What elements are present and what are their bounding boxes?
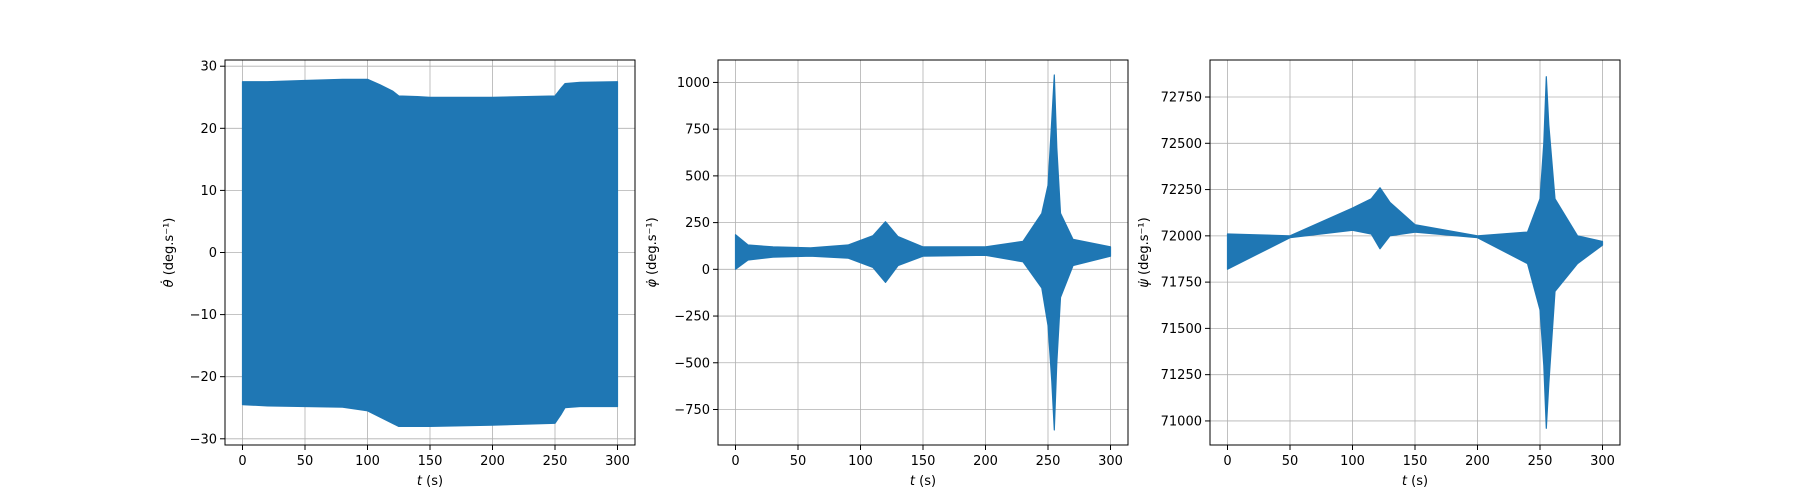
x-axis-variable: t (910, 474, 916, 489)
y-tick-label: 71500 (1161, 322, 1202, 337)
subplot-1: 0 50 100 150 200 250 300 −30 −20 −10 0 10 20 30 t (s) θ… (161, 59, 636, 489)
y-tick-label: 72000 (1161, 229, 1202, 244)
y-tick-label: 10 (200, 184, 217, 199)
y-axis-label: ψ̇ (deg.s⁻¹) (1137, 217, 1152, 287)
y-axis-variable: φ̇ (645, 279, 660, 288)
y-tick-label: 72500 (1161, 137, 1202, 152)
series-envelope (241, 78, 619, 427)
x-axis-unit: (s) (1407, 474, 1428, 489)
y-tick-label: 500 (685, 169, 710, 184)
y-tick-label: 30 (200, 60, 217, 75)
y-axis-label: φ̇ (deg.s⁻¹) (645, 217, 660, 287)
x-tick-label: 0 (238, 454, 246, 469)
x-axis-variable: t (417, 474, 423, 489)
y-tick-label: −10 (190, 308, 217, 323)
series-envelope (1226, 76, 1604, 429)
x-axis-label: t (s) (417, 474, 443, 489)
series-envelope (734, 74, 1112, 431)
y-axis-unit: (deg.s⁻¹) (645, 217, 660, 279)
x-tick-label: 150 (1403, 454, 1428, 469)
x-tick-label: 100 (848, 454, 873, 469)
subplot-2: 0 50 100 150 200 250 300 −750 −500 −250 0 250 500 750… (645, 59, 1129, 489)
y-tick-label: 0 (702, 263, 710, 278)
x-tick-label: 50 (1282, 454, 1299, 469)
x-tick-label: 250 (543, 454, 568, 469)
y-tick-label: −30 (190, 432, 217, 447)
x-tick-label: 200 (973, 454, 998, 469)
x-tick-label: 300 (605, 454, 630, 469)
x-tick-label: 200 (1465, 454, 1490, 469)
x-axis-unit: (s) (422, 474, 443, 489)
subplot-3: 0 50 100 150 200 250 300 71000 71250 71500 71750 72… (1137, 59, 1621, 489)
y-tick-label: 72250 (1161, 183, 1202, 198)
x-tick-label: 100 (1340, 454, 1365, 469)
x-tick-label: 50 (790, 454, 807, 469)
y-tick-label: −250 (674, 310, 710, 325)
x-tick-label: 50 (297, 454, 314, 469)
x-tick-label: 0 (1223, 454, 1231, 469)
y-axis-variable: ψ̇ (1137, 279, 1152, 288)
x-axis-variable: t (1402, 474, 1408, 489)
y-tick-label: 71250 (1161, 368, 1202, 383)
y-tick-label: 20 (200, 122, 217, 137)
y-tick-label: −20 (190, 370, 217, 385)
x-tick-label: 0 (731, 454, 739, 469)
y-tick-label: −750 (674, 403, 710, 418)
x-axis-label: t (s) (1402, 474, 1428, 489)
y-axis-variable: θ̇ (161, 279, 177, 287)
x-tick-label: 200 (480, 454, 505, 469)
y-axis-unit: (deg.s⁻¹) (1137, 217, 1152, 279)
y-tick-label: −500 (674, 356, 710, 371)
y-tick-label: 250 (685, 216, 710, 231)
y-tick-label: 1000 (677, 76, 710, 91)
y-tick-label: 72750 (1161, 91, 1202, 106)
x-tick-label: 250 (1528, 454, 1553, 469)
x-tick-label: 300 (1098, 454, 1123, 469)
y-tick-label: 0 (209, 246, 217, 261)
x-tick-label: 300 (1590, 454, 1615, 469)
y-axis-unit: (deg.s⁻¹) (162, 218, 177, 280)
x-tick-label: 250 (1036, 454, 1061, 469)
y-tick-label: 750 (685, 123, 710, 138)
x-tick-label: 100 (355, 454, 380, 469)
x-axis-unit: (s) (915, 474, 936, 489)
y-axis-label: θ̇ (deg.s⁻¹) (161, 218, 177, 288)
x-tick-label: 150 (911, 454, 936, 469)
y-tick-label: 71000 (1161, 414, 1202, 429)
x-axis-label: t (s) (910, 474, 936, 489)
x-tick-label: 150 (418, 454, 443, 469)
y-tick-label: 71750 (1161, 276, 1202, 291)
